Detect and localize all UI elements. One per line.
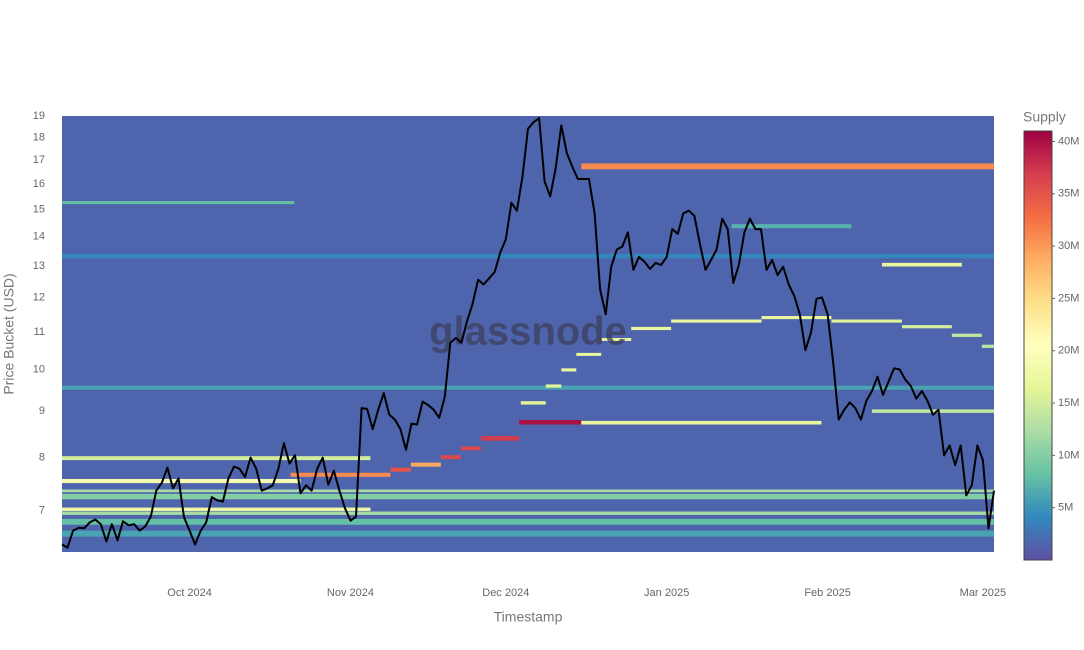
colorbar-tick-label: 40M xyxy=(1058,135,1079,147)
price-line xyxy=(61,117,995,549)
heatmap-cell xyxy=(390,467,411,472)
y-tick-label: 15 xyxy=(33,203,45,215)
y-axis-title: Price Bucket (USD) xyxy=(1,273,17,394)
heatmap-cell xyxy=(831,319,902,323)
y-tick-label: 18 xyxy=(33,131,45,143)
heatmap-cell xyxy=(62,489,994,493)
heatmap-cell xyxy=(881,262,962,267)
heatmap-cell xyxy=(520,401,546,405)
heatmap-cell xyxy=(671,319,762,323)
y-tick-label: 13 xyxy=(33,260,45,272)
x-tick-label: Feb 2025 xyxy=(804,587,850,599)
colorbar-tick-label: 30M xyxy=(1058,240,1079,252)
y-tick-label: 16 xyxy=(33,178,45,190)
heatmap-cell xyxy=(62,518,994,525)
heatmap-cell xyxy=(631,326,672,331)
colorbar-tick-label: 10M xyxy=(1058,449,1079,461)
colorbar-tick-label: 35M xyxy=(1058,188,1079,200)
heatmap-cell xyxy=(62,385,994,390)
heatmap-cell xyxy=(601,338,632,341)
heatmap-cell xyxy=(62,493,994,500)
heatmap-cell xyxy=(545,384,562,388)
y-tick-label: 19 xyxy=(33,110,45,122)
heatmap-cell xyxy=(440,455,461,460)
heatmap-cell xyxy=(62,456,371,461)
colorbar-tick-label: 25M xyxy=(1058,292,1079,304)
heatmap-cell xyxy=(62,201,295,205)
colorbar-title: Supply xyxy=(1023,109,1066,125)
heatmap-cell xyxy=(290,472,391,477)
heatmap-cell xyxy=(576,352,602,356)
heatmap-cell xyxy=(581,420,822,425)
y-tick-label: 8 xyxy=(39,452,45,464)
y-tick-label: 9 xyxy=(39,405,45,417)
heatmap-cell xyxy=(871,409,994,413)
colorbar-tick-label: 20M xyxy=(1058,345,1079,357)
colorbar-tick-label: 5M xyxy=(1058,502,1073,514)
heatmap-cell xyxy=(761,316,832,320)
heatmap-cell xyxy=(62,253,994,259)
heatmap-cell xyxy=(561,368,577,372)
heatmap-cell xyxy=(62,530,994,537)
colorbar-tick-label: 15M xyxy=(1058,397,1079,409)
heatmap-cell xyxy=(62,507,371,511)
y-tick-label: 11 xyxy=(34,326,45,338)
y-tick-label: 17 xyxy=(33,154,45,166)
heatmap-cell xyxy=(480,436,520,441)
heatmap-cell xyxy=(581,163,994,170)
x-axis-title: Timestamp xyxy=(494,609,563,625)
x-tick-label: Nov 2024 xyxy=(327,587,374,599)
heatmap-cell xyxy=(410,462,441,467)
heatmap-cell xyxy=(62,478,301,484)
x-tick-label: Mar 2025 xyxy=(960,587,1006,599)
heatmap-cell xyxy=(731,224,852,229)
x-tick-label: Oct 2024 xyxy=(167,587,212,599)
y-tick-label: 10 xyxy=(33,363,45,375)
y-tick-label: 14 xyxy=(33,231,45,243)
heatmap-cell xyxy=(951,333,982,337)
heatmap-cell xyxy=(981,344,994,348)
watermark: glassnode xyxy=(429,310,627,354)
heatmap-cell xyxy=(62,511,994,515)
x-tick-label: Dec 2024 xyxy=(482,587,529,599)
heatmap-cell xyxy=(901,325,952,329)
x-tick-label: Jan 2025 xyxy=(644,587,689,599)
heatmap-cell xyxy=(519,420,582,425)
heatmap xyxy=(62,116,994,552)
colorbar xyxy=(1023,130,1053,561)
y-tick-label: 12 xyxy=(33,291,45,303)
heatmap-cell xyxy=(460,446,481,451)
y-tick-label: 7 xyxy=(39,504,45,516)
